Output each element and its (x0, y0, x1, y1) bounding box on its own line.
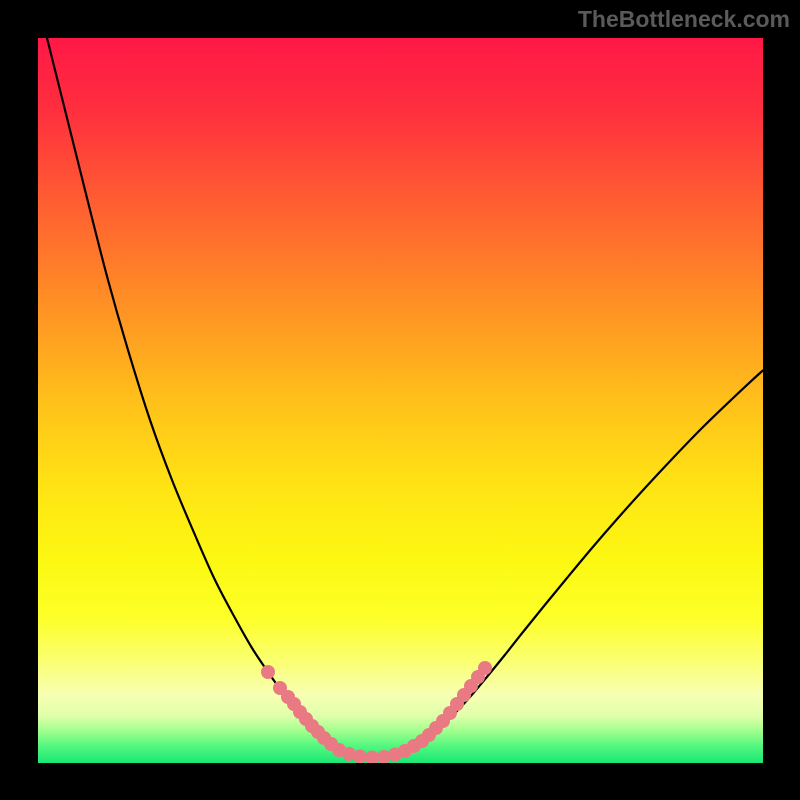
chart-container: TheBottleneck.com (0, 0, 800, 800)
data-point (353, 750, 367, 764)
data-point (478, 661, 492, 675)
data-point (261, 665, 275, 679)
bottleneck-curve-chart (0, 0, 800, 800)
data-point (365, 751, 379, 765)
watermark-text: TheBottleneck.com (578, 6, 790, 33)
chart-background (38, 38, 763, 763)
